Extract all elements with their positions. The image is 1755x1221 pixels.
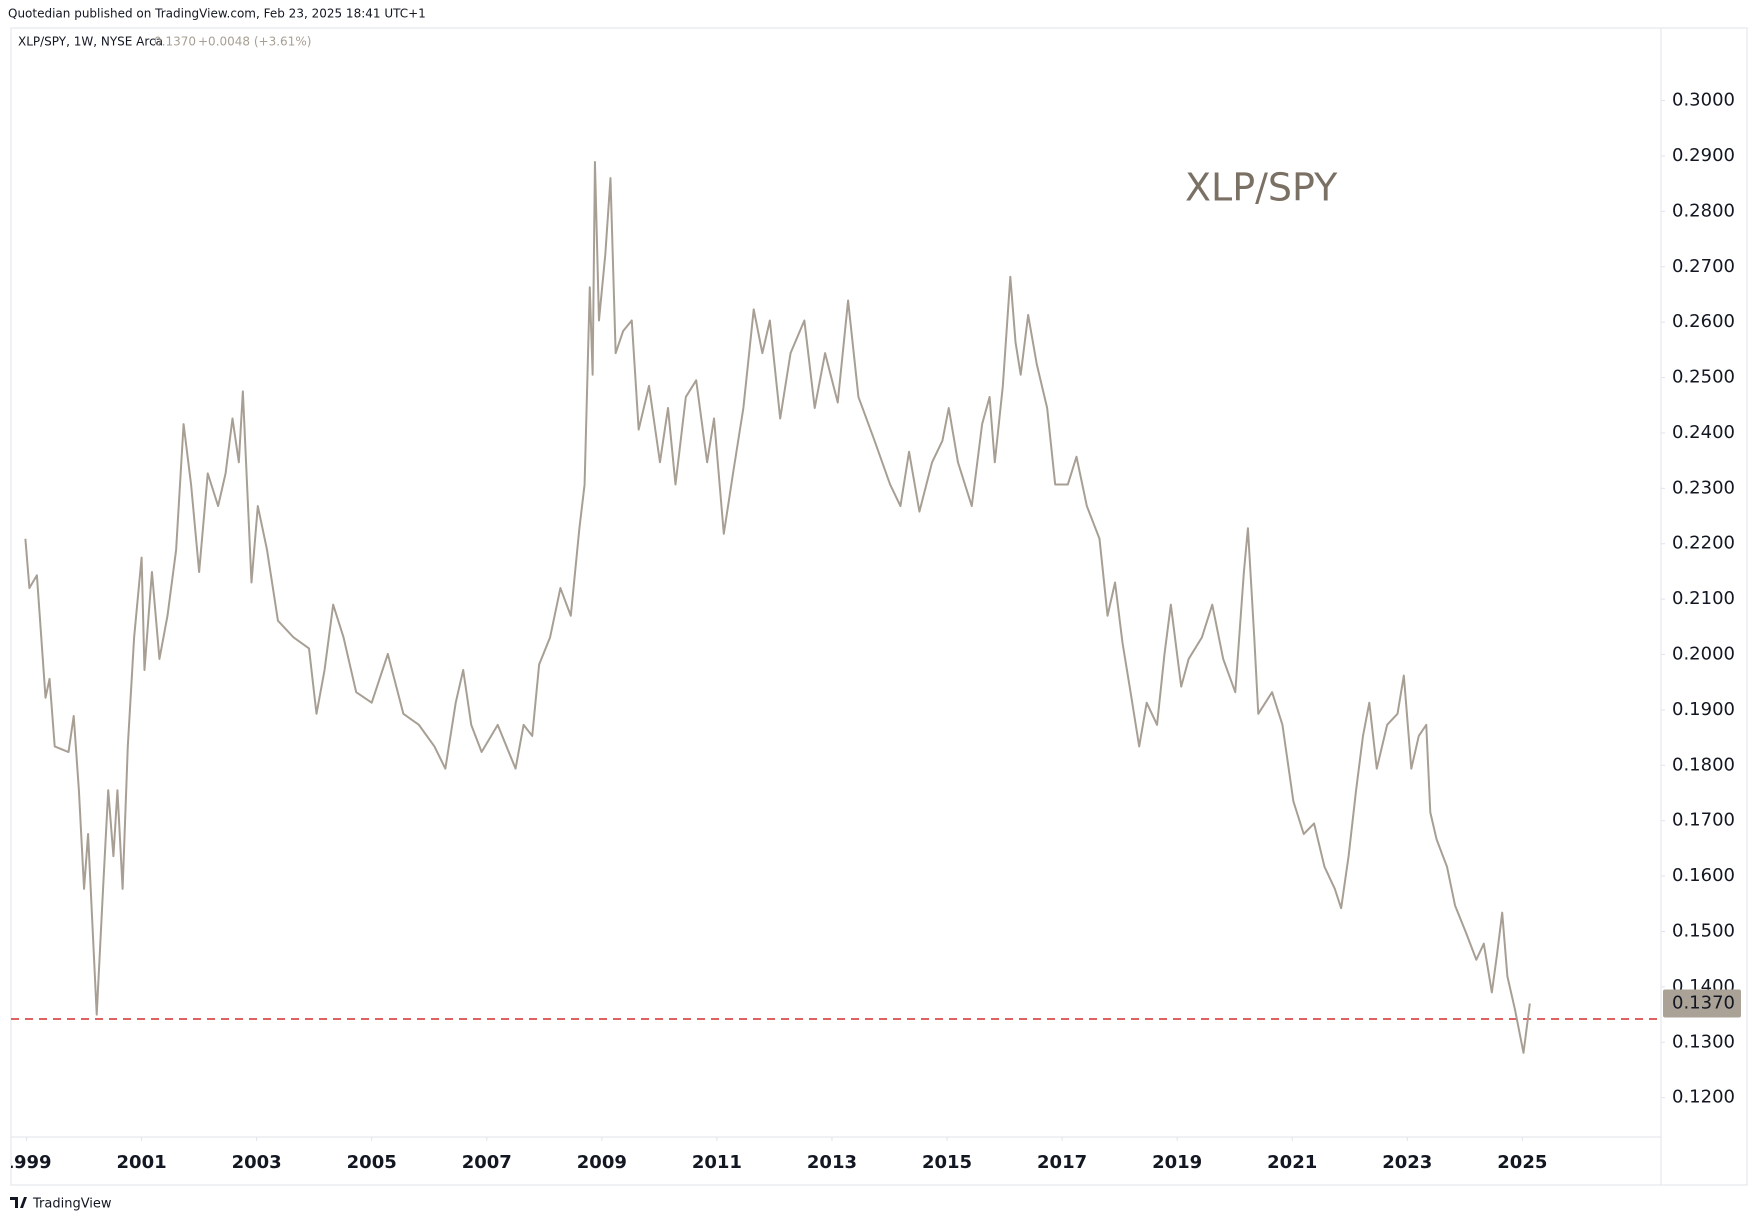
logo-icon — [10, 1197, 27, 1208]
y-tick-label: 0.2700 — [1672, 256, 1735, 277]
y-tick-label: 0.2600 — [1672, 311, 1735, 332]
x-tick-label: 2009 — [577, 1152, 627, 1173]
y-tick-label: 0.1600 — [1672, 865, 1735, 886]
y-tick-label: 0.1500 — [1672, 920, 1735, 941]
y-tick-label: 0.3000 — [1672, 90, 1735, 111]
x-tick-label: 2011 — [692, 1152, 742, 1173]
price-label-box — [1663, 989, 1741, 1018]
x-tick-label: 2019 — [1152, 1152, 1202, 1173]
x-tick-label: 2007 — [462, 1152, 512, 1173]
legend-change: +0.0048 (+3.61%) — [198, 35, 311, 49]
y-tick-label: 0.2500 — [1672, 367, 1735, 388]
x-tick-label: 2013 — [807, 1152, 857, 1173]
x-tick-label: 2025 — [1497, 1152, 1547, 1173]
x-tick-label: 1999 — [1, 1152, 51, 1173]
publish-header: Quotedian published on TradingView.com, … — [8, 7, 426, 21]
y-tick-label: 0.2300 — [1672, 477, 1735, 498]
y-tick-label: 0.2200 — [1672, 533, 1735, 554]
y-tick-label: 0.2100 — [1672, 588, 1735, 609]
x-tick-label: 2005 — [347, 1152, 397, 1173]
y-tick-label: 0.2400 — [1672, 422, 1735, 443]
pane-border — [10, 27, 1748, 1186]
footer-text: TradingView — [32, 1197, 112, 1212]
legend-last: 0.1370 — [154, 35, 196, 49]
legend-symbol: XLP/SPY, 1W, NYSE Arca — [18, 35, 163, 49]
footer-logo: TradingView — [10, 1197, 112, 1212]
y-tick-label: 0.1800 — [1672, 754, 1735, 775]
y-tick-label: 0.2000 — [1672, 644, 1735, 665]
time-axis: 1999 2001 2003 2005 2007 2009 2011 2013 2015 2017… — [1, 1137, 1547, 1173]
y-tick-label: 0.1700 — [1672, 810, 1735, 831]
y-tick-label: 0.1300 — [1672, 1031, 1735, 1052]
price-label: 0.1370 — [1672, 992, 1735, 1013]
plot-area — [11, 161, 1661, 1054]
series-line — [24, 161, 1531, 1054]
x-tick-label: 2021 — [1267, 1152, 1317, 1173]
x-tick-label: 2003 — [232, 1152, 282, 1173]
x-tick-label: 2017 — [1037, 1152, 1087, 1173]
chart-annotation: XLP/SPY — [1185, 166, 1338, 210]
legend: XLP/SPY, 1W, NYSE Arca 0.1370 +0.0048 (+… — [18, 35, 311, 49]
x-tick-label: 2001 — [117, 1152, 167, 1173]
y-tick-label: 0.1200 — [1672, 1087, 1735, 1108]
price-axis: 0.12000.13000.14000.15000.16000.17000.18… — [1661, 90, 1741, 1108]
y-tick-label: 0.2800 — [1672, 200, 1735, 221]
x-tick-label: 2015 — [922, 1152, 972, 1173]
y-tick-label: 0.1900 — [1672, 699, 1735, 720]
y-tick-label: 0.2900 — [1672, 145, 1735, 166]
x-tick-label: 2023 — [1382, 1152, 1432, 1173]
